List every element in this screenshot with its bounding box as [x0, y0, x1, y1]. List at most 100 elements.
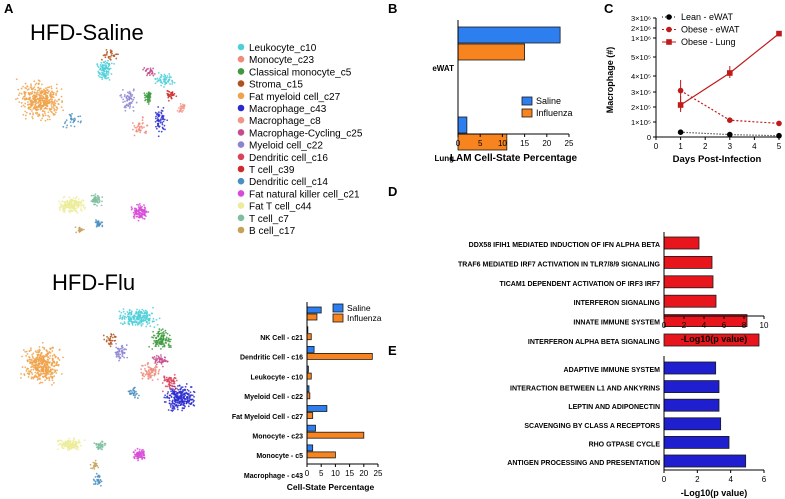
umap-scatter-saline [15, 49, 186, 234]
umap-point [90, 194, 93, 197]
umap-point [182, 396, 185, 399]
x-tick-label: 3 [728, 142, 733, 151]
umap-point [103, 444, 106, 447]
umap-point [134, 394, 136, 397]
umap-point [35, 109, 38, 112]
umap-point [144, 373, 147, 376]
umap-point [105, 72, 108, 75]
umap-point [172, 382, 175, 385]
bar-saline [306, 444, 314, 452]
umap-point [35, 367, 37, 370]
umap-point [130, 95, 133, 98]
umap-point [35, 375, 38, 378]
umap-point [31, 90, 34, 93]
umap-point [100, 69, 103, 72]
umap-point [170, 97, 173, 100]
umap-point [49, 370, 52, 373]
umap-point [163, 124, 166, 127]
umap-point [179, 102, 182, 105]
umap-point [174, 386, 177, 388]
umap-point [37, 108, 39, 111]
umap-point [57, 98, 60, 101]
umap-point [46, 352, 49, 355]
umap-point [92, 200, 94, 203]
umap-point [17, 88, 20, 91]
umap-point [45, 376, 48, 379]
umap-point [159, 78, 162, 81]
umap-point [182, 109, 184, 112]
umap-point [171, 390, 174, 392]
umap-point [163, 78, 166, 81]
umap-point [143, 312, 146, 315]
umap-point [41, 346, 44, 349]
umap-point [38, 93, 41, 96]
umap-point [140, 311, 143, 313]
umap-point [156, 112, 159, 115]
umap-point [181, 111, 183, 113]
umap-point [94, 459, 97, 462]
umap-point [180, 393, 183, 396]
bar-influenza [306, 412, 314, 419]
umap-point [57, 439, 59, 442]
umap-point [191, 399, 193, 401]
chart-c: 0 1×10⁵ 2×10⁵ 3×10⁵ 4×10⁵ 5×10⁵ 1×10⁶2×10⁶3×10… [605, 12, 782, 165]
data-point [677, 129, 684, 135]
umap-point [75, 210, 78, 213]
umap-point [46, 371, 49, 374]
umap-point [112, 333, 115, 336]
umap-point [135, 209, 138, 212]
umap-point [61, 200, 63, 203]
umap-point [59, 442, 62, 445]
umap-point [97, 448, 100, 451]
umap-point [24, 350, 27, 353]
umap-point [108, 339, 110, 341]
umap-point [134, 396, 136, 399]
umap-point [137, 125, 139, 128]
umap-point [109, 337, 112, 340]
umap-point [193, 399, 195, 402]
umap-point [31, 353, 34, 356]
panel-letter-a: A [4, 1, 14, 16]
umap-point [42, 365, 45, 368]
umap-point [120, 93, 123, 96]
umap-point [137, 204, 140, 206]
umap-point [134, 126, 137, 129]
umap-point [101, 440, 104, 443]
umap-point [96, 475, 99, 478]
umap-point [34, 360, 37, 363]
umap-point [159, 354, 162, 356]
legend-label: Dendritic cell_c14 [249, 177, 328, 188]
umap-point [104, 62, 107, 65]
umap-point [104, 67, 107, 70]
bar [663, 435, 730, 449]
umap-point [125, 104, 127, 107]
umap-point [119, 316, 122, 319]
umap-point [168, 386, 171, 389]
umap-point [28, 108, 30, 110]
umap-point [160, 332, 162, 335]
umap-point [164, 341, 167, 344]
umap-point [80, 209, 83, 212]
umap-point [184, 394, 187, 397]
umap-point [55, 109, 58, 111]
umap-point [57, 102, 60, 105]
umap-point [183, 107, 185, 110]
umap-point [96, 196, 98, 199]
umap-point [176, 406, 179, 409]
umap-point [69, 121, 72, 124]
umap-point [168, 397, 171, 400]
umap-point [147, 103, 150, 105]
y-tick-label: 4×10⁵ [631, 72, 651, 81]
umap-point [160, 361, 163, 363]
umap-point [140, 455, 143, 458]
umap-point [76, 204, 79, 206]
umap-point [24, 91, 27, 94]
legend-label: Macrophage_c43 [249, 104, 327, 115]
umap-point [69, 206, 72, 209]
umap-point [171, 399, 174, 402]
umap-point [168, 376, 171, 379]
x-tick-label: 2 [682, 321, 687, 330]
umap-point [176, 394, 179, 397]
umap-point [158, 330, 161, 333]
umap-point [51, 358, 54, 361]
